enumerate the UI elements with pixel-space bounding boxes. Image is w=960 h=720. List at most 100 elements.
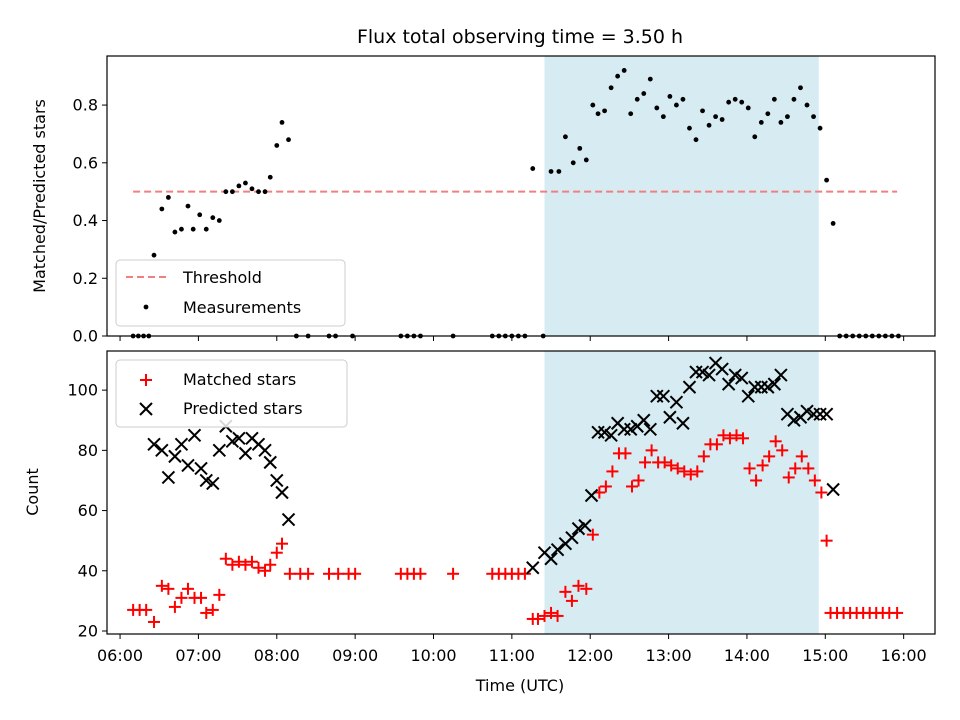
bottom-y-axis-label: Count: [23, 468, 42, 516]
measurement-point: [602, 108, 607, 114]
matched-star-point: [155, 579, 168, 592]
x-axis-label: Time (UTC): [475, 676, 564, 695]
measurement-point: [262, 189, 268, 195]
predicted-star-point: [819, 407, 834, 421]
measurement-point: [151, 252, 157, 258]
measurement-point: [530, 166, 536, 171]
measurement-point: [680, 96, 686, 102]
legend-matched-swatch: [140, 374, 152, 386]
matched-star-point: [820, 534, 833, 547]
matched-star-point: [815, 486, 828, 499]
measurement-point: [615, 73, 621, 79]
predicted-star-point: [682, 380, 697, 394]
predicted-star-point: [604, 428, 618, 443]
matched-star-point: [175, 591, 188, 604]
predicted-star-point: [155, 443, 169, 458]
predicted-star-point: [187, 428, 202, 443]
matched-star-point: [795, 450, 808, 463]
predicted-star-point: [181, 458, 195, 473]
measurement-point: [185, 203, 191, 209]
measurement-point: [660, 114, 666, 120]
x-tick-label: 16:00: [881, 646, 927, 665]
predicted-star-point: [813, 407, 827, 421]
measurement-point: [577, 145, 583, 151]
bottom-legend: Matched stars Predicted stars: [115, 359, 348, 428]
measurement-point: [726, 99, 732, 105]
measurement-point: [752, 134, 758, 140]
predicted-star-point: [774, 368, 788, 382]
matched-star-point: [599, 480, 612, 493]
measurement-point: [590, 102, 596, 108]
predicted-star-point: [199, 473, 213, 488]
measurement-point: [548, 169, 554, 174]
predicted-star-point: [767, 377, 782, 391]
predicted-star-point: [270, 473, 284, 488]
measurement-point: [824, 177, 830, 183]
predicted-star-point: [702, 368, 716, 382]
matched-star-point: [276, 537, 289, 550]
predicted-star-point: [715, 362, 729, 376]
matched-star-point: [551, 609, 564, 622]
predicted-star-point: [800, 404, 814, 418]
measurement-point: [628, 111, 634, 117]
measurement-point: [713, 114, 718, 120]
top-axes-frame: [106, 55, 936, 337]
measurement-point: [243, 180, 248, 186]
matched-star-point: [565, 594, 578, 607]
matched-star-point: [678, 465, 691, 478]
matched-star-point: [518, 567, 531, 580]
measurement-point: [811, 114, 816, 120]
predicted-star-point: [761, 380, 775, 394]
predicted-star-point: [225, 434, 240, 449]
predicted-star-point: [161, 470, 176, 485]
y-tick-label: 0.8: [73, 96, 98, 115]
measurement-point: [179, 226, 184, 232]
measurement-point: [687, 125, 692, 131]
legend-measurements-swatch: [143, 304, 149, 310]
matched-star-point: [671, 462, 684, 475]
matched-star-point: [538, 609, 551, 622]
y-tick-label: 60: [78, 501, 98, 520]
measurement-point: [654, 105, 660, 111]
predicted-star-point: [550, 542, 565, 557]
top-y-axis-label: Matched/Predicted stars: [30, 99, 49, 293]
matched-star-point: [414, 567, 427, 580]
x-tick-label: 06:00: [97, 646, 143, 665]
predicted-star-point: [650, 389, 664, 403]
measurement-point: [172, 229, 178, 235]
measurement-point: [771, 96, 777, 102]
predicted-star-point: [656, 389, 671, 403]
matched-star-point: [776, 444, 789, 457]
matched-star-point: [302, 567, 315, 580]
x-ticks-bottom: 06:00 07:00 08:00 09:00 10:00 11:00 12:00 13:00…: [97, 634, 927, 665]
matched-star-point: [782, 471, 795, 484]
predicted-star-point: [258, 443, 272, 458]
matched-star-point: [717, 429, 730, 442]
y-tick-label: 20: [78, 621, 98, 640]
measurement-point: [804, 102, 810, 108]
matched-star-point: [239, 558, 252, 571]
predicted-star-point: [168, 449, 182, 464]
matched-star-point: [606, 465, 619, 478]
matched-star-point: [332, 567, 345, 580]
y-tick-label: 40: [78, 561, 98, 580]
matched-star-point: [658, 456, 671, 469]
matched-star-point: [559, 585, 572, 598]
legend-measurements-label: Measurements: [183, 298, 301, 317]
predicted-star-point: [623, 422, 638, 436]
measurement-point: [267, 174, 273, 180]
matched-star-point: [252, 561, 265, 574]
predicted-star-point: [643, 422, 658, 436]
matched-star-point: [200, 606, 213, 619]
x-tick-label: 07:00: [175, 646, 221, 665]
measurement-point: [570, 160, 576, 166]
matched-star-point: [181, 582, 194, 595]
predicted-star-point: [676, 416, 690, 430]
x-tick-label: 13:00: [646, 646, 692, 665]
y-tick-label: 80: [78, 441, 98, 460]
bottom-legend-box: [115, 359, 348, 428]
x-tick-label: 15:00: [802, 646, 848, 665]
matched-star-point: [168, 600, 181, 613]
predicted-star-point: [826, 482, 840, 497]
